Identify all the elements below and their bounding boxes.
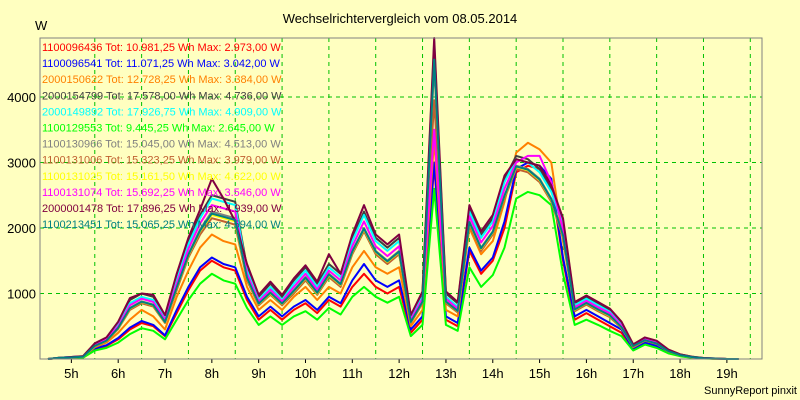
chart-title: Wechselrichtervergleich vom 08.05.2014 bbox=[283, 11, 518, 26]
x-tick-label: 18h bbox=[669, 366, 691, 381]
legend-entry-11: 2000001478 Tot: 17.896,25 Wh Max: 4.939,… bbox=[42, 203, 282, 215]
legend-entry-3: 2000150622 Tot: 12.728,25 Wh Max: 3.384,… bbox=[42, 74, 282, 86]
y-tick-label: 2000 bbox=[7, 221, 36, 236]
legend-entry-12: 1100213451 Tot: 15.065,25 Wh Max: 4.594,… bbox=[42, 219, 281, 231]
legend-entry-10: 1100131074 Tot: 15.692,25 Wh Max: 3.546,… bbox=[42, 187, 281, 199]
x-tick-label: 17h bbox=[622, 366, 644, 381]
y-tick-label: 4000 bbox=[7, 90, 36, 105]
x-tick-label: 14h bbox=[482, 366, 504, 381]
x-tick-label: 10h bbox=[295, 366, 317, 381]
legend-entry-9: 1100131025 Tot: 15.161,50 Wh Max: 4.622,… bbox=[42, 171, 281, 183]
legend-entry-6: 1100129553 Tot: 9.445,25 Wh Max: 2.645,0… bbox=[42, 123, 275, 135]
x-tick-label: 6h bbox=[111, 366, 125, 381]
x-tick-label: 13h bbox=[435, 366, 457, 381]
y-tick-label: 1000 bbox=[7, 286, 36, 301]
legend-entry-4: 2000154799 Tot: 17.578,00 Wh Max: 4.736,… bbox=[42, 90, 282, 102]
series-line-12 bbox=[47, 58, 739, 360]
x-tick-label: 8h bbox=[205, 366, 219, 381]
x-tick-label: 19h bbox=[716, 366, 738, 381]
x-tick-label: 15h bbox=[529, 366, 551, 381]
credit-text: SunnyReport pinxit bbox=[704, 385, 797, 397]
series-line-11 bbox=[47, 37, 739, 360]
legend-entry-7: 1100130966 Tot: 15.045,00 Wh Max: 4.513,… bbox=[42, 139, 281, 151]
y-tick-label: 3000 bbox=[7, 155, 36, 170]
legend-entry-1: 1100096436 Tot: 10.981,25 Wh Max: 2.973,… bbox=[42, 42, 281, 54]
legend-entry-2: 1100096541 Tot: 11.071,25 Wh Max: 3.042,… bbox=[42, 58, 281, 70]
series-lines bbox=[47, 37, 739, 360]
x-tick-label: 7h bbox=[158, 366, 172, 381]
x-tick-label: 11h bbox=[342, 366, 363, 381]
plot-frame bbox=[39, 37, 763, 360]
x-tick-label: 16h bbox=[576, 366, 598, 381]
x-tick-label: 5h bbox=[64, 366, 78, 381]
series-line-6 bbox=[47, 187, 739, 360]
x-tick-label: 12h bbox=[388, 366, 410, 381]
y-axis-unit: W bbox=[35, 18, 48, 33]
x-tick-label: 9h bbox=[251, 366, 265, 381]
axis-ticks: 1000 2000 3000 4000 5h 6h 7h 8h 9h 10h 11h 12h 13h 14… bbox=[7, 90, 738, 381]
legend-entry-8: 1100131006 Tot: 15.323,25 Wh Max: 3.979,… bbox=[42, 155, 281, 167]
legend: 1100096436 Tot: 10.981,25 Wh Max: 2.973,… bbox=[42, 42, 282, 231]
legend-entry-5: 2000149892 Tot: 17.926,75 Wh Max: 4.909,… bbox=[42, 106, 282, 118]
